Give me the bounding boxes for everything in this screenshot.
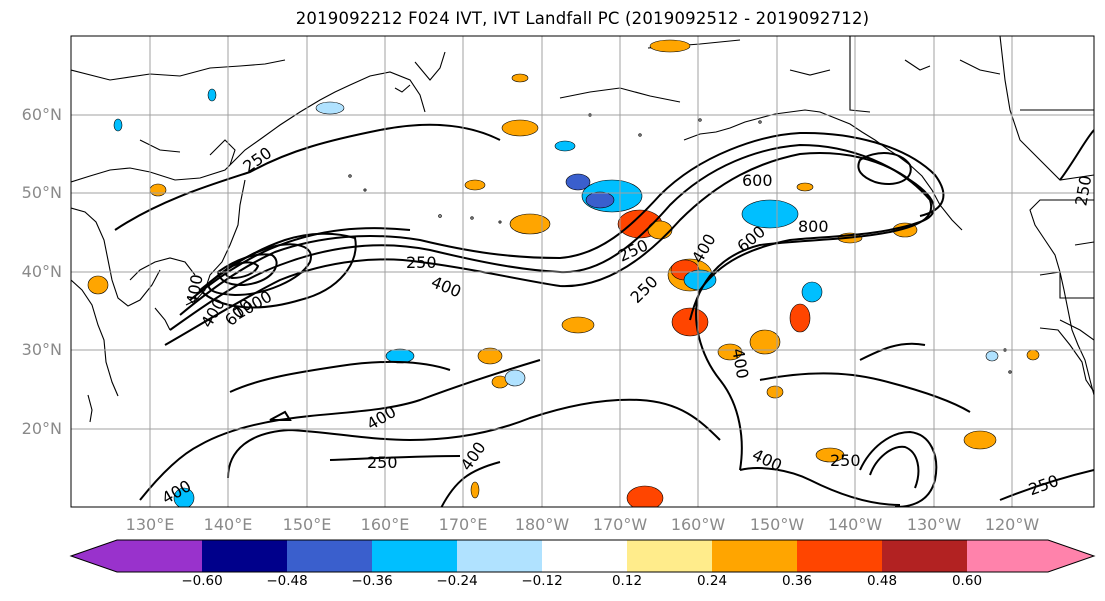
colorbar-swatch	[627, 540, 712, 572]
colorbar-extend-right	[1048, 540, 1094, 572]
map-frame	[70, 35, 1095, 508]
ivt-contours	[114, 123, 1094, 507]
lat-label-60: 60°N	[21, 105, 62, 124]
contour-label: 400	[728, 347, 752, 380]
colorbar-extend-left	[71, 540, 117, 572]
colorbar-swatch	[882, 540, 967, 572]
colorbar-swatch	[372, 540, 457, 572]
colorbar-tick-label: 0.12	[611, 573, 643, 589]
chart-title: 2019092212 F024 IVT, IVT Landfall PC (20…	[295, 9, 870, 28]
lon-label-150e: 150°E	[282, 515, 332, 534]
colorbar-swatch	[287, 540, 372, 572]
lat-label-50: 50°N	[21, 183, 62, 202]
colorbar-swatch	[542, 540, 627, 572]
colorbar-tick-label: 0.24	[696, 573, 728, 589]
contour-label: 250	[615, 235, 651, 265]
lat-label-20: 20°N	[21, 419, 62, 438]
contour-label: 250	[239, 143, 275, 176]
contour-label: 250	[830, 451, 861, 470]
lon-label-140e: 140°E	[203, 515, 253, 534]
colorbar-tick-label: 0.36	[781, 573, 813, 589]
lon-label-130w: 130°W	[906, 515, 962, 534]
colorbar-swatch	[967, 540, 1048, 572]
colorbar	[69, 539, 1096, 573]
lon-label-160e: 160°E	[360, 515, 410, 534]
contour-label: 250	[406, 253, 437, 272]
contour-label: 250	[1071, 174, 1095, 207]
colorbar-swatch	[712, 540, 797, 572]
colorbar-swatch	[797, 540, 882, 572]
contour-label: 400	[183, 273, 207, 306]
lon-label-180w: 180°W	[514, 515, 570, 534]
contour-label: 800	[798, 217, 829, 236]
contour-label: 250	[1026, 471, 1061, 499]
pc-shading-positive	[87, 39, 1040, 507]
colorbar-tick-label: −0.48	[266, 573, 308, 589]
contour-label: 400	[428, 272, 463, 301]
colorbar-tick-label: −0.24	[436, 573, 478, 589]
graticule	[71, 36, 1094, 507]
lon-label-150w: 150°W	[749, 515, 805, 534]
lon-label-160w: 160°W	[670, 515, 726, 534]
colorbar-swatch	[457, 540, 542, 572]
lon-label-170w: 170°W	[592, 515, 648, 534]
colorbar-swatch	[202, 540, 287, 572]
colorbar-tick-label: −0.12	[521, 573, 563, 589]
colorbar-tick-label: 0.60	[951, 573, 983, 589]
lon-label-140w: 140°W	[827, 515, 883, 534]
contour-label: 250	[627, 272, 662, 307]
lon-label-170e: 170°E	[438, 515, 488, 534]
contour-label: 1000	[230, 287, 275, 324]
lon-label-130e: 130°E	[125, 515, 175, 534]
pc-shading-negative	[113, 88, 999, 507]
colorbar-tick-label: −0.36	[351, 573, 393, 589]
colorbar-swatch	[117, 540, 202, 572]
contour-label: 600	[742, 171, 773, 190]
lat-label-30: 30°N	[21, 340, 62, 359]
lon-label-120w: 120°W	[984, 515, 1040, 534]
lat-label-40: 40°N	[21, 262, 62, 281]
colorbar-tick-label: −0.60	[181, 573, 223, 589]
coastlines	[71, 36, 1094, 423]
colorbar-tick-label: 0.48	[866, 573, 898, 589]
contour-label: 250	[367, 453, 398, 472]
contour-label: 400	[457, 438, 490, 474]
